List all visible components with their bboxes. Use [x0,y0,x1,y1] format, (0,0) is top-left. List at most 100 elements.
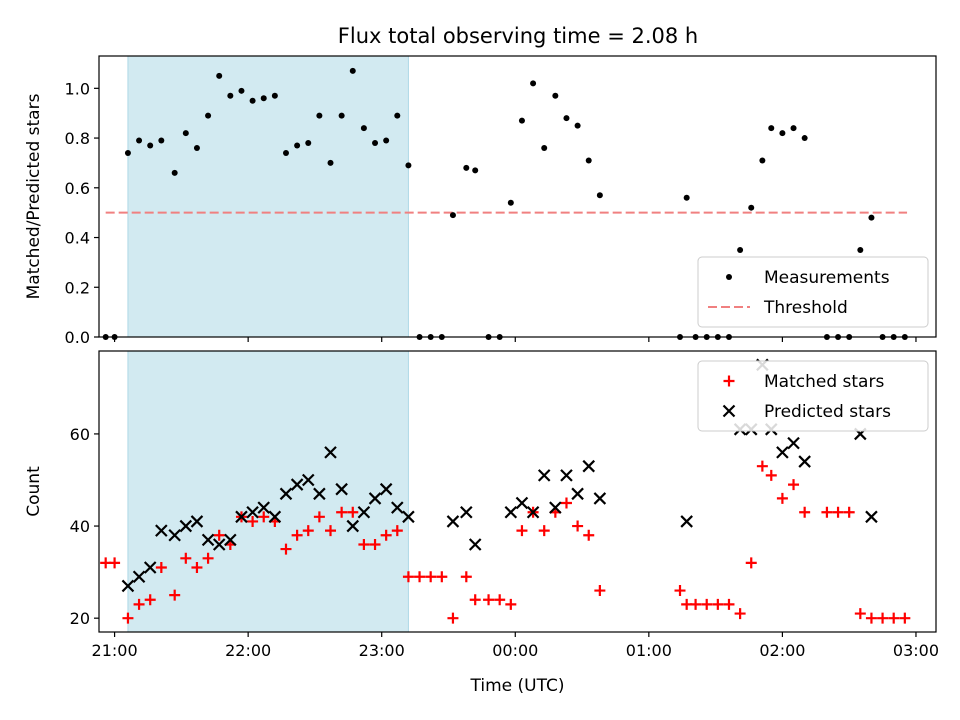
measurements-point [683,194,690,201]
matched-stars-point [336,506,348,518]
legend-label: Threshold [763,298,848,318]
matched-stars-point [247,515,259,527]
matched-stars-point [765,469,777,481]
predicted-stars-point [787,436,800,450]
matched-stars-point [821,506,833,518]
matched-stars-point [291,529,303,541]
predicted-stars-point [593,492,607,505]
matched-stars-point [180,552,192,564]
legend-marker [722,404,736,418]
measurements-point [294,142,301,149]
matched-stars-point [594,585,606,597]
ratio-panel: 0.0 0.2 0.4 0.6 0.8 1.0 Matched/Predicted sta… [24,55,937,347]
matched-stars-point [538,525,550,537]
measurements-point [801,135,808,142]
predicted-stars-point [515,496,529,510]
predicted-stars-point [402,510,415,524]
matched-stars-point [460,571,472,583]
matched-stars-point [899,612,911,624]
shaded-span [127,55,409,338]
measurements-point [759,157,766,164]
measurements-point [405,162,412,169]
legend-label: Measurements [764,268,890,288]
predicted-stars-point [504,505,518,519]
predicted-stars-point [212,538,226,551]
y-tick-label: 0.2 [65,278,90,297]
matched-stars-point [701,598,713,610]
matched-stars-point [888,612,900,624]
count-legend: Matched stars Predicted stars [697,360,929,432]
measurements-point [193,145,200,152]
measurements-point [216,72,223,79]
matched-stars-point [865,612,877,624]
predicted-stars-point [379,482,393,496]
measurements-point [260,95,267,102]
matched-stars-point [505,598,517,610]
measurements-point [790,125,797,132]
matched-stars-point [155,562,167,574]
y-tick-label: 1.0 [65,79,90,98]
matched-stars-point [483,594,495,606]
measurements-point [147,142,154,149]
x-tick-label: 01:00 [626,641,672,660]
matched-stars-point [414,571,426,583]
matched-stars-point [280,543,292,555]
measurements-point [171,169,178,176]
predicted-stars-point [582,459,596,473]
predicted-stars-point [279,487,293,501]
y-tick-label: 0.4 [65,229,90,248]
measurements-point [857,246,864,253]
matched-stars-point [756,460,768,472]
y-tick-label: 60 [70,425,90,444]
measurements-point [748,204,755,211]
measurements-point [158,137,165,144]
matched-stars-point [560,497,572,509]
predicted-stars-point [268,510,282,524]
measurements-point [182,130,189,137]
predicted-stars-point [560,469,573,482]
matched-stars-point [391,525,403,537]
matched-stars-point [144,594,156,606]
matched-stars-point [402,571,414,583]
matched-stars-point [832,506,844,518]
predicted-stars-point [865,510,878,524]
measurements-point [394,112,401,119]
measurements-point [238,87,245,94]
matched-stars-point [843,506,855,518]
matched-stars-point [745,557,757,569]
predicted-stars-point [346,519,360,533]
matched-stars-point [799,506,811,518]
x-axis-label: Time (UTC) [470,676,565,696]
legend-label: Predicted stars [764,402,891,422]
measurements-point [249,97,256,104]
measurements-point [383,137,390,144]
measurements-point [868,214,875,221]
legend-box [697,360,929,432]
legend-box [697,256,929,328]
predicted-stars-point [324,446,337,459]
measurements-point [372,140,379,147]
predicted-stars-point [121,579,135,593]
matched-stars-point [516,525,528,537]
count-y-label: Count [24,466,44,517]
measurements-point [463,164,470,171]
x-tick-label: 02:00 [759,641,805,660]
measurements-point [472,167,479,174]
measurements-point [316,112,323,119]
x-tick-label: 03:00 [893,641,939,660]
count-y-ticks: 20 40 60 [70,425,99,628]
measurements-series [102,67,908,340]
matched-stars-point [734,608,746,620]
measurements-point [518,117,525,124]
predicted-stars-point [335,482,348,496]
matched-stars-point [425,571,437,583]
legend-label: Matched stars [764,372,884,392]
measurements-point [768,125,775,132]
matched-stars-point [313,511,325,523]
matched-stars-point [325,525,337,537]
measurements-point [360,125,367,132]
measurements-point [449,212,456,219]
measurements-point [507,199,514,206]
matched-stars-point [494,594,506,606]
matched-stars-point [302,525,314,537]
